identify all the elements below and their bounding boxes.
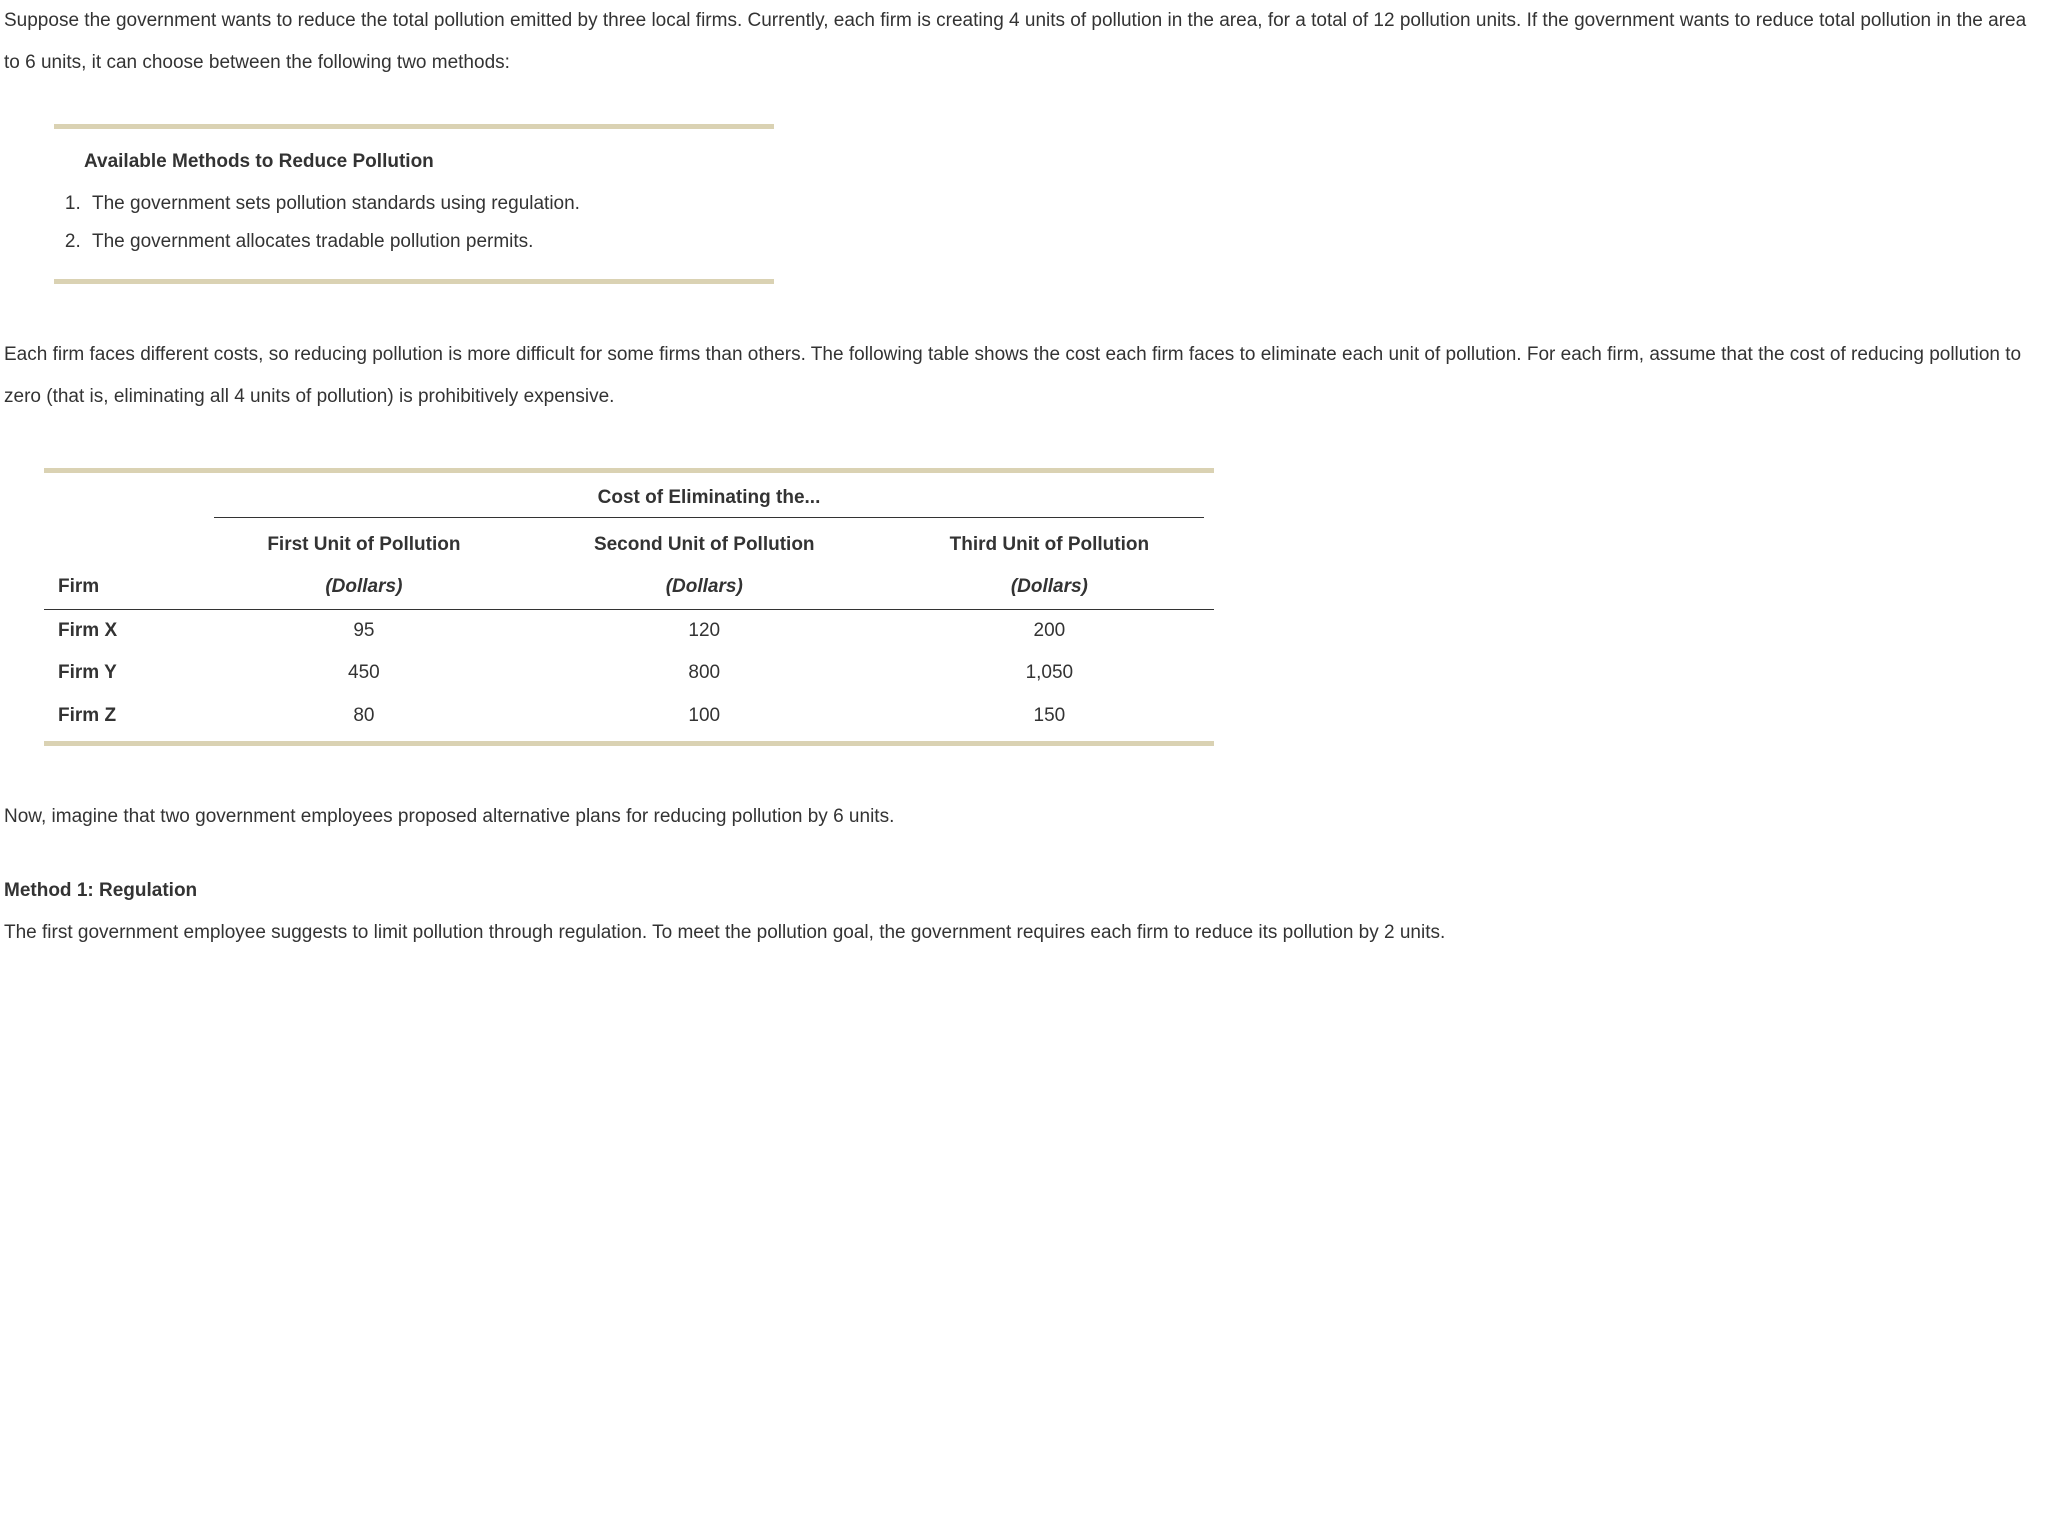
firm-cell: Firm X [44, 609, 204, 652]
methods-bottom-rule [54, 279, 774, 284]
value-cell: 120 [524, 609, 885, 652]
methods-box: Available Methods to Reduce Pollution Th… [54, 124, 774, 284]
col-unit-1: (Dollars) [204, 566, 524, 609]
col-header-2: Second Unit of Pollution [524, 524, 885, 566]
value-cell: 95 [204, 609, 524, 652]
method1-heading: Method 1: Regulation [4, 870, 2042, 912]
table-row: Firm Z 80 100 150 [44, 695, 1214, 737]
value-cell: 1,050 [885, 652, 1214, 694]
value-cell: 200 [885, 609, 1214, 652]
cost-table-wrap: Cost of Eliminating the... First Unit of… [44, 468, 1214, 746]
mid-paragraph: Each firm faces different costs, so redu… [4, 334, 2042, 418]
methods-list: The government sets pollution standards … [86, 185, 774, 261]
value-cell: 150 [885, 695, 1214, 737]
method1-text: The first government employee suggests t… [4, 912, 2042, 954]
post-table-paragraph: Now, imagine that two government employe… [4, 796, 2042, 838]
table-top-rule [44, 468, 1214, 473]
firm-cell: Firm Z [44, 695, 204, 737]
value-cell: 450 [204, 652, 524, 694]
table-bottom-rule [44, 741, 1214, 746]
intro-paragraph: Suppose the government wants to reduce t… [4, 0, 2042, 84]
col-unit-3: (Dollars) [885, 566, 1214, 609]
methods-list-item: The government allocates tradable pollut… [86, 223, 774, 261]
cost-table: Cost of Eliminating the... First Unit of… [44, 477, 1214, 737]
methods-box-title: Available Methods to Reduce Pollution [84, 147, 774, 177]
table-row: Firm X 95 120 200 [44, 609, 1214, 652]
value-cell: 100 [524, 695, 885, 737]
col-header-1: First Unit of Pollution [204, 524, 524, 566]
super-header: Cost of Eliminating the... [204, 477, 1214, 524]
value-cell: 800 [524, 652, 885, 694]
methods-list-item: The government sets pollution standards … [86, 185, 774, 223]
col-unit-2: (Dollars) [524, 566, 885, 609]
value-cell: 80 [204, 695, 524, 737]
firm-cell: Firm Y [44, 652, 204, 694]
empty-corner [44, 477, 204, 524]
methods-top-rule [54, 124, 774, 129]
super-header-text: Cost of Eliminating the... [214, 483, 1204, 518]
col-header-3: Third Unit of Pollution [885, 524, 1214, 566]
empty-header [44, 524, 204, 566]
table-row: Firm Y 450 800 1,050 [44, 652, 1214, 694]
firm-header: Firm [44, 566, 204, 609]
